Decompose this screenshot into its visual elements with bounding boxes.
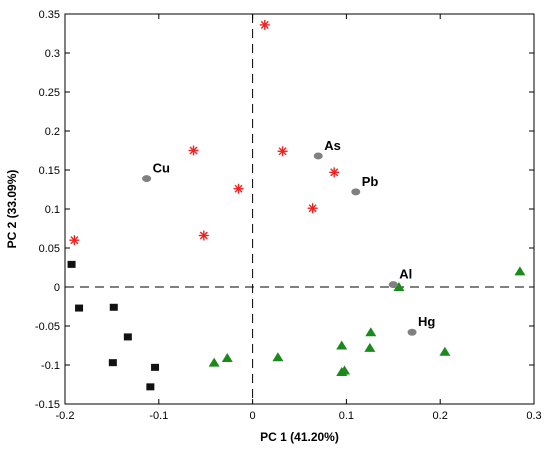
variable-label: As <box>324 138 341 153</box>
x-tick-label: 0.2 <box>433 410 448 422</box>
asterisk-point <box>188 145 199 156</box>
triangle-point <box>336 340 348 350</box>
y-tick-label: 0.2 <box>45 126 60 138</box>
square-point <box>123 333 132 341</box>
variable-point <box>142 175 152 183</box>
variable-label: Al <box>399 267 412 282</box>
y-tick-label: 0 <box>54 282 60 294</box>
x-tick-label: 0.1 <box>339 410 354 422</box>
x-axis-label: PC 1 (41.20%) <box>260 430 339 444</box>
y-tick-label: 0.35 <box>39 9 60 21</box>
y-tick-label: 0.15 <box>39 165 60 177</box>
y-tick-label: -0.15 <box>35 399 60 411</box>
x-tick-label: 0.3 <box>526 410 541 422</box>
triangle-point <box>393 282 405 291</box>
variable-label: Pb <box>362 174 379 189</box>
y-tick-label: -0.05 <box>35 321 60 333</box>
variable-point <box>313 152 323 160</box>
x-tick-label: -0.1 <box>149 410 168 422</box>
triangle-point <box>364 342 376 352</box>
axis-tick-labels: -0.2 -0.1 0 0.1 0.2 0.3 -0.15 -0.1 -0.05 0 0.05 0.1… <box>35 9 542 422</box>
y-axis-label: PC 2 (33.09%) <box>5 170 19 249</box>
variable-label: Cu <box>153 161 170 176</box>
data-points: Cu As Pb Al Hg <box>67 19 526 391</box>
triangle-point <box>514 266 526 276</box>
square-point <box>108 359 117 367</box>
triangle-point <box>365 327 377 337</box>
asterisk-point <box>198 230 209 241</box>
asterisk-point <box>69 235 80 246</box>
square-point <box>75 304 84 312</box>
square-point <box>146 383 155 391</box>
triangle-point <box>221 352 233 362</box>
variable-point <box>407 328 417 336</box>
y-tick-label: 0.3 <box>45 48 60 60</box>
y-tick-label: -0.1 <box>41 360 60 372</box>
axis-ticks <box>64 13 535 405</box>
y-tick-label: 0.25 <box>39 87 60 99</box>
y-tick-label: 0.05 <box>39 243 60 255</box>
asterisk-point <box>259 19 270 30</box>
asterisk-point <box>307 203 318 214</box>
triangle-point <box>439 346 451 356</box>
asterisk-point <box>277 146 288 157</box>
asterisk-point <box>233 183 244 194</box>
variable-point <box>388 281 398 289</box>
variable-label: Hg <box>418 314 435 329</box>
asterisk-point <box>329 167 340 178</box>
square-point <box>109 303 118 311</box>
square-point <box>67 260 76 268</box>
variable-point <box>351 188 361 196</box>
square-point <box>151 363 160 371</box>
y-tick-label: 0.1 <box>45 204 60 216</box>
x-tick-label: -0.2 <box>56 410 75 422</box>
triangle-point <box>208 357 220 367</box>
plot-frame <box>64 13 535 405</box>
triangle-point <box>272 352 284 362</box>
triangle-point <box>339 365 351 375</box>
x-tick-label: 0 <box>250 410 256 422</box>
